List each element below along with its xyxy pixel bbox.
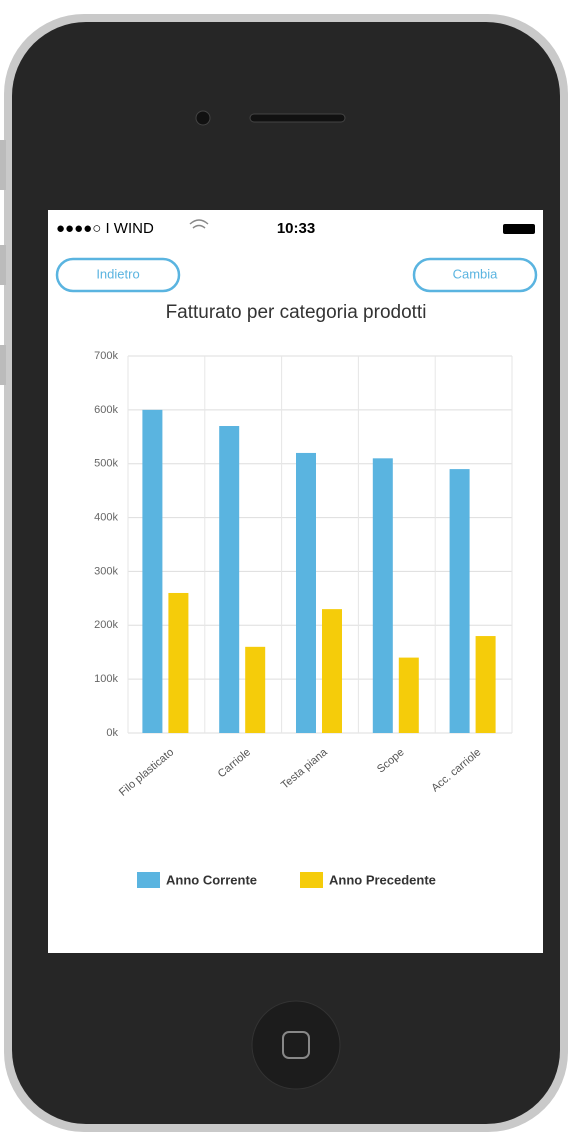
y-tick-label: 500k [94,458,118,470]
change-button[interactable] [412,257,538,293]
bar [296,452,316,733]
speaker [249,113,346,123]
side-button [0,345,6,385]
y-tick-label: 100k [94,673,118,685]
back-button[interactable] [55,257,181,293]
home-button[interactable] [251,1000,341,1090]
bar [398,657,419,733]
y-tick-label: 600k [94,404,118,416]
legend-swatch [300,872,323,888]
clock: 10:33 [277,220,315,237]
legend-label: Anno Precedente [329,872,436,887]
bar [219,426,240,733]
battery [503,224,535,234]
camera [195,110,211,126]
bar [245,646,266,733]
bar [372,458,393,733]
bar [322,609,342,733]
bar [449,469,470,733]
y-tick-label: 300k [94,565,118,577]
bar [168,592,189,733]
bar [142,409,163,733]
y-tick-label: 200k [94,619,118,631]
chart-title: Fatturato per categoria prodotti [166,302,427,323]
back-button-label[interactable]: Indietro [96,266,139,281]
side-button [0,245,6,285]
side-button [0,140,6,190]
legend-swatch [137,872,160,888]
bar [475,636,496,733]
legend-label: Anno Corrente [166,872,257,887]
y-tick-label: 400k [94,511,118,523]
change-button-label[interactable]: Cambia [453,266,499,281]
wifi-icon [189,219,209,229]
y-tick-label: 700k [94,350,118,362]
home-icon [282,1031,310,1059]
carrier: ●●●●○ I WIND [56,220,154,237]
y-tick-label: 0k [106,727,118,739]
